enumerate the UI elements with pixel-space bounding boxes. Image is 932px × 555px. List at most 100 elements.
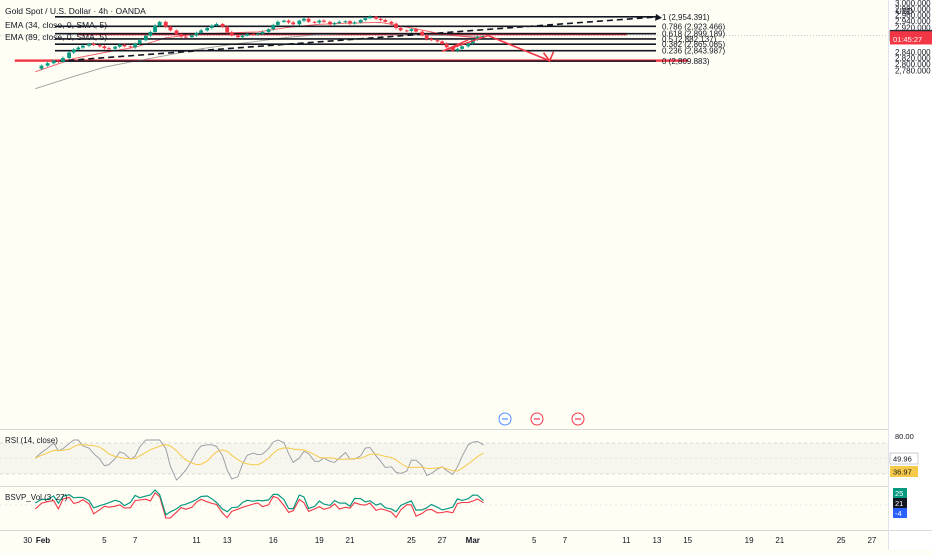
currency-label[interactable]: USD <box>896 7 913 16</box>
bsvp-value: -4 <box>895 509 902 518</box>
candle-body <box>163 21 168 27</box>
rsi-ma-value: 36.97 <box>893 468 912 477</box>
candle-body <box>466 43 471 47</box>
candle-body <box>225 26 230 33</box>
price-tick-label: 2,980.000 <box>895 5 931 14</box>
candle-body <box>328 21 332 25</box>
price-tick-label: 2,800.000 <box>895 60 931 69</box>
candle-body <box>420 31 425 36</box>
candle-body <box>205 27 210 31</box>
fib-level-label: 0.786 (2,923.466) <box>662 22 725 31</box>
price-axis-badge <box>890 33 932 45</box>
candle-body <box>122 44 127 47</box>
candle-body <box>51 60 56 64</box>
candle-body <box>455 48 460 51</box>
candle-body <box>56 60 61 62</box>
candle-body <box>260 31 265 34</box>
projection-arrow-line <box>487 34 550 62</box>
price-axis-badge-text: 01:45:27 <box>893 35 922 44</box>
candle-body <box>286 20 291 23</box>
dashed-trendline <box>58 16 658 62</box>
candle-body <box>91 43 96 46</box>
candle-body <box>39 65 44 69</box>
bsvp-value-badge <box>893 508 907 518</box>
candle-body <box>76 47 81 50</box>
bsvp-value: 25 <box>895 489 903 498</box>
fib-level-label: 0 (2,809.883) <box>662 57 710 66</box>
time-axis-label: 21 <box>775 536 784 545</box>
candle-body <box>113 46 118 49</box>
symbol-title[interactable]: Gold Spot / U.S. Dollar · 4h · OANDA <box>5 6 146 16</box>
time-axis-label: 13 <box>653 536 662 545</box>
fib-level-label: 0.236 (2,843.987) <box>662 47 725 56</box>
candle-body <box>245 34 250 36</box>
candle-body <box>414 29 418 32</box>
candle-body <box>133 43 137 48</box>
time-axis-label: 15 <box>683 536 692 545</box>
ema-89-label[interactable]: EMA (89, close, 0, SMA, 5) <box>5 32 108 42</box>
candle-body <box>306 18 311 22</box>
time-axis-label: 25 <box>407 536 416 545</box>
time-axis-label: 21 <box>346 536 355 545</box>
candle-body <box>236 35 240 38</box>
candle-body <box>440 41 444 44</box>
candle-body <box>87 43 91 46</box>
projection-path <box>441 34 489 52</box>
time-axis-label: Feb <box>36 536 50 545</box>
time-axis-label: Mar <box>466 536 480 545</box>
candle-body <box>317 20 322 23</box>
price-tick-label: 2,780.000 <box>895 66 931 75</box>
candle-body <box>348 21 352 24</box>
ema-34-label[interactable]: EMA (34, close, 0, SMA, 5) <box>5 20 108 30</box>
price-tick-label: 2,940.000 <box>895 17 931 26</box>
candle-body <box>199 30 204 33</box>
candle-body <box>189 35 194 38</box>
candle-body <box>394 23 398 28</box>
price-tick-label: 2,920.000 <box>895 23 931 32</box>
time-axis-label: 5 <box>532 536 537 545</box>
time-axis-label: 30 <box>23 536 32 545</box>
rsi-tick-label: 80.00 <box>895 432 914 441</box>
candle-body <box>302 18 306 21</box>
candle-body <box>282 20 286 22</box>
rsi-line <box>35 439 484 481</box>
candle-body <box>398 27 403 31</box>
candle-body <box>358 19 363 23</box>
time-axis-label: 25 <box>837 536 846 545</box>
candle-body <box>143 35 148 41</box>
candle-body <box>275 21 280 25</box>
candle-body <box>322 20 326 22</box>
candle-body <box>409 29 414 32</box>
candle-body <box>214 23 219 26</box>
rsi-value-badge <box>889 452 919 465</box>
time-axis-label: 19 <box>745 536 754 545</box>
candle-body <box>148 31 153 36</box>
candle-body <box>153 25 157 32</box>
rsi-value: 49.96 <box>893 455 912 464</box>
candle-body <box>470 39 475 44</box>
candle-body <box>168 26 173 31</box>
bsvp-value: 21 <box>895 499 903 508</box>
candle-body <box>220 23 225 27</box>
candle-body <box>332 23 337 25</box>
candle-body <box>45 63 50 66</box>
projection-arrowhead <box>542 51 555 63</box>
candle-body <box>435 40 440 42</box>
candle-body <box>194 32 199 36</box>
candle-body <box>256 33 260 35</box>
candle-body <box>102 46 107 49</box>
candle-body <box>71 49 76 53</box>
candle-body <box>97 45 102 47</box>
candle-body <box>297 20 302 25</box>
rsi-label: RSI (14, close) <box>5 436 58 445</box>
candle-body <box>460 46 464 49</box>
bsvp-value-badge <box>893 498 907 508</box>
candle-body <box>266 29 271 32</box>
rsi-ma-line <box>35 444 484 472</box>
bsvp-buy-line <box>34 489 484 516</box>
time-axis-label: 11 <box>622 536 631 545</box>
price-tick-label: 3,000.000 <box>895 0 931 8</box>
time-axis-label: 5 <box>102 536 107 545</box>
